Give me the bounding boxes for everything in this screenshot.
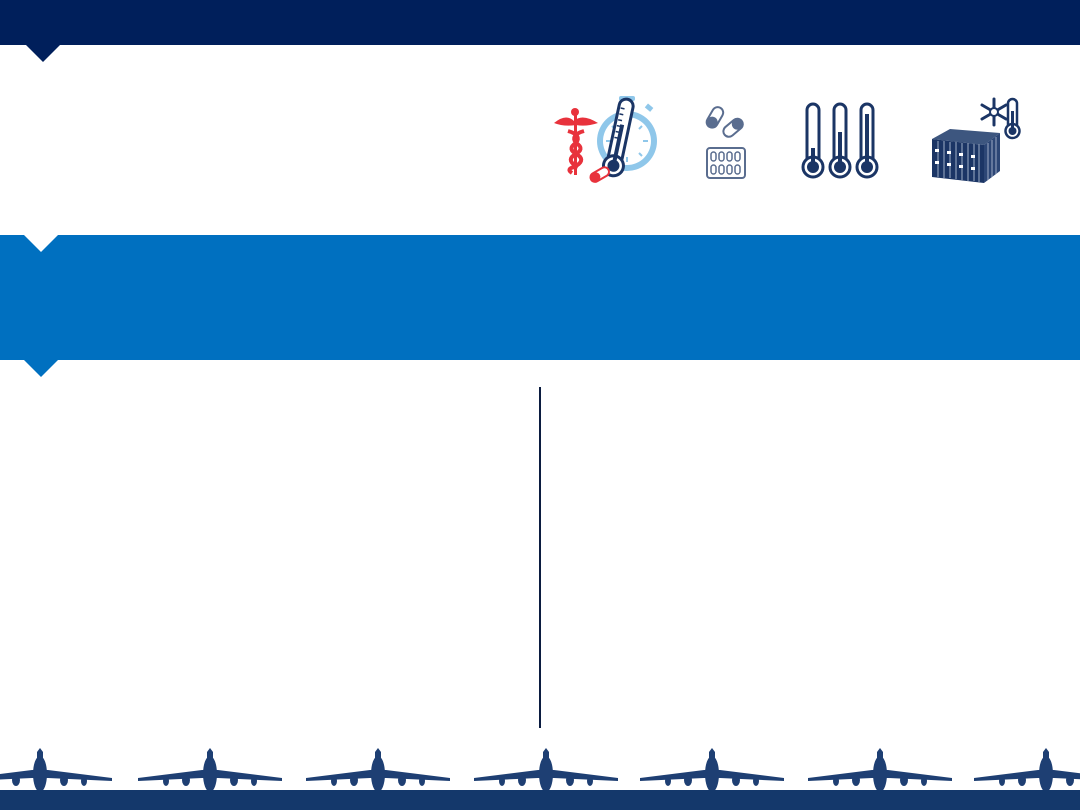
airplane-icon [808,748,952,792]
top-header-bar [0,0,1080,45]
footer-band [0,790,1080,810]
three-thermometers-icon [801,102,879,179]
airplane-icon [138,748,282,792]
header-notch [26,45,60,62]
section-band-top-notch [24,235,58,252]
airplane-icon [640,748,784,792]
section-band-bottom-notch [24,360,58,377]
airplane-icon [974,748,1080,792]
airplane-icon [306,748,450,792]
left-content-column [0,387,535,728]
right-content-column [545,387,1080,728]
pills-blister-icon [705,106,746,179]
airplane-icon [0,748,112,792]
airplane-icon [474,748,618,792]
caduceus-thermometer-stopwatch-icon [554,96,657,183]
refrigerated-container-icon [932,97,1021,183]
airplane-row-icon [0,748,1080,792]
section-band [0,235,1080,360]
column-divider [539,387,541,728]
